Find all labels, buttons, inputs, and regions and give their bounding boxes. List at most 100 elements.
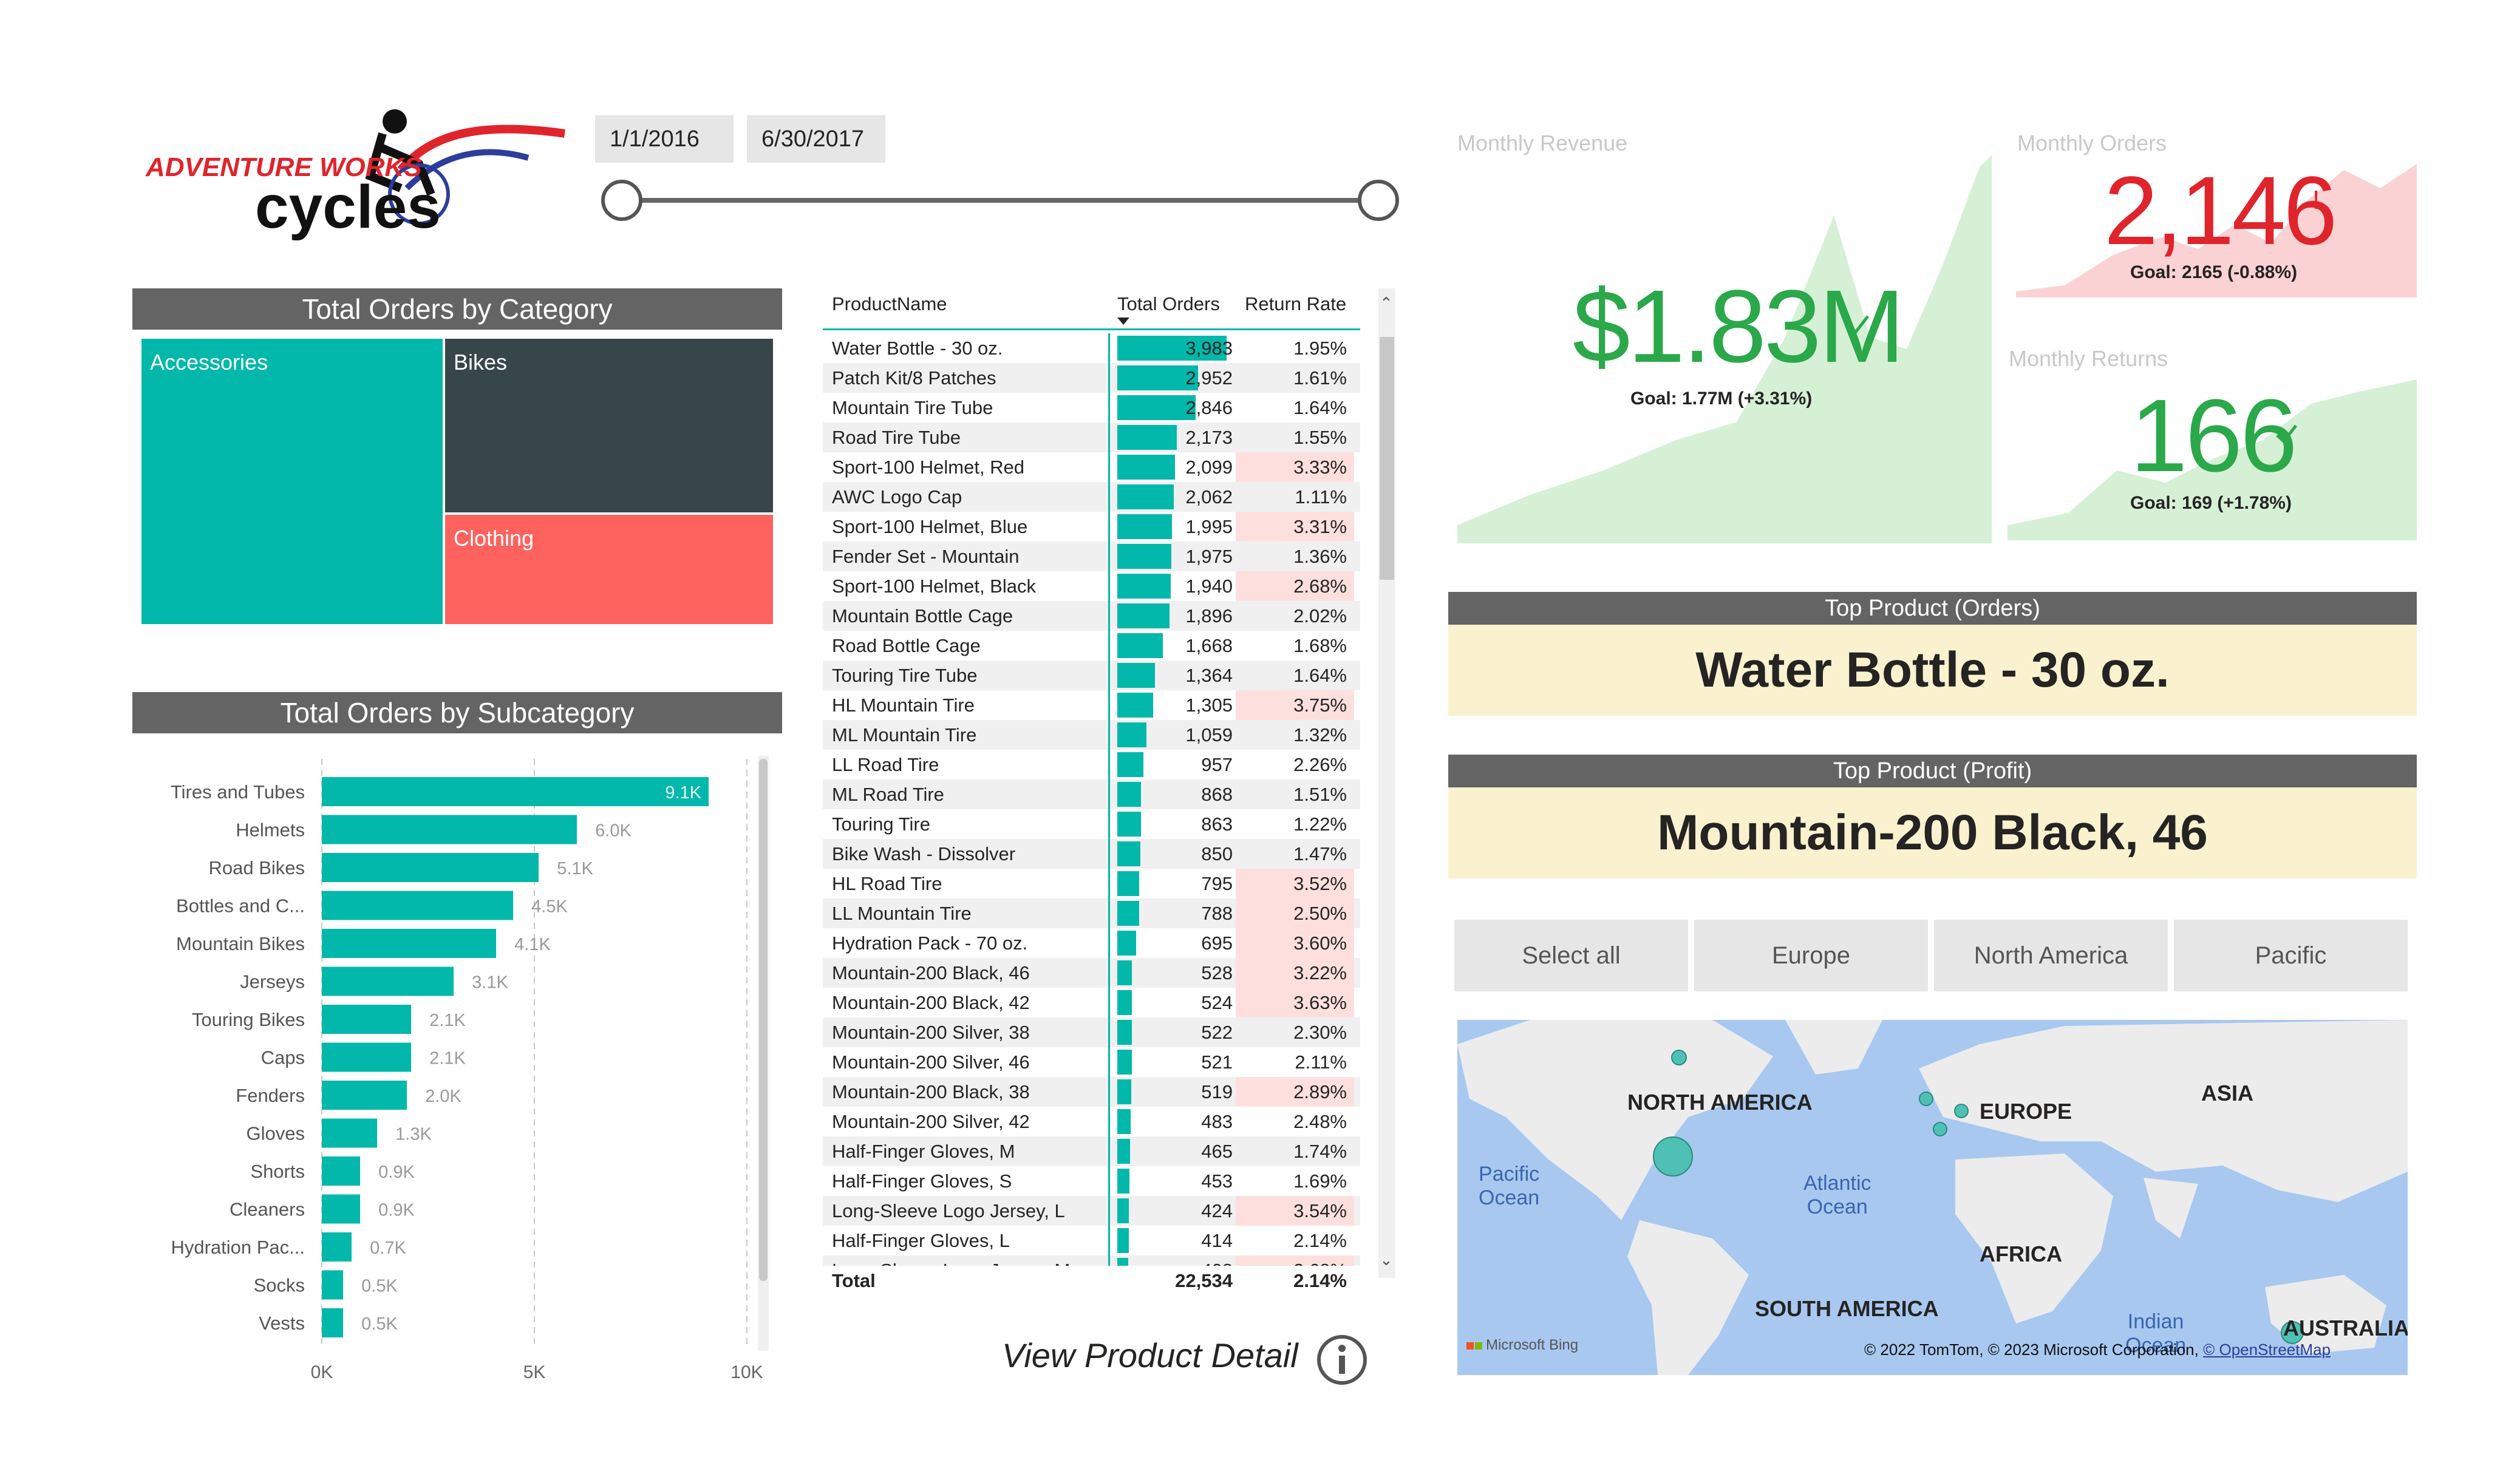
region-select-all-button[interactable]: Select all [1454, 920, 1688, 991]
category-label: Bottles and C... [176, 895, 305, 917]
map-bubble-canada[interactable] [1671, 1050, 1687, 1065]
table-header-total-orders[interactable]: Total Orders [1117, 293, 1220, 314]
table-row[interactable]: Sport-100 Helmet, Red 2,099 3.33% [823, 452, 1360, 482]
info-icon[interactable] [1315, 1333, 1369, 1387]
table-row[interactable]: Half-Finger Gloves, S 453 1.69% [823, 1166, 1360, 1196]
subcategory-bar[interactable] [322, 1232, 352, 1262]
orders-data-bar [1117, 395, 1196, 420]
date-slider-start-handle[interactable] [601, 180, 642, 221]
return-rate-cell: 3.31% [1236, 512, 1354, 542]
subcategory-bar[interactable] [322, 1005, 411, 1034]
subcategory-bar[interactable] [322, 1118, 377, 1148]
orders-data-bar [1117, 574, 1171, 599]
map-bubble-france[interactable] [1933, 1122, 1947, 1136]
table-header-return-rate[interactable]: Return Rate [1245, 293, 1347, 314]
table-row[interactable]: HL Mountain Tire 1,305 3.75% [823, 690, 1360, 720]
region-europe-button[interactable]: Europe [1694, 920, 1928, 991]
date-start-input[interactable]: 1/1/2016 [595, 115, 734, 163]
date-slider-end-handle[interactable] [1358, 180, 1399, 221]
scroll-down-icon[interactable]: ⌄ [1380, 1251, 1393, 1269]
top-product-orders-value: Water Bottle - 30 oz. [1448, 625, 2417, 716]
map-landmass [1457, 1020, 2408, 1375]
table-row[interactable]: ML Road Tire 868 1.51% [823, 779, 1360, 809]
map-attribution-text: © 2022 TomTom, © 2023 Microsoft Corporat… [1864, 1340, 2199, 1359]
table-row[interactable]: Water Bottle - 30 oz. 3,983 1.95% [823, 333, 1360, 363]
subcategory-bar[interactable] [322, 1270, 343, 1300]
table-row[interactable]: Long-Sleeve Logo Jersey, L 424 3.54% [823, 1196, 1360, 1226]
total-orders-cell: 2,846 [1185, 397, 1233, 418]
return-rate-cell: 2.11% [1295, 1051, 1347, 1073]
logo-wheel [388, 163, 450, 225]
treemap-tile-clothing[interactable]: Clothing [445, 515, 773, 624]
return-rate-cell: 1.22% [1293, 813, 1347, 835]
table-row[interactable]: Sport-100 Helmet, Black 1,940 2.68% [823, 571, 1360, 601]
map-bubble-germany[interactable] [1954, 1104, 1969, 1118]
category-label: Mountain Bikes [176, 933, 305, 954]
subcategory-bar[interactable] [322, 1194, 360, 1224]
table-scroll-thumb[interactable] [1380, 337, 1394, 580]
table-row[interactable]: Mountain-200 Black, 42 524 3.63% [823, 988, 1360, 1017]
table-row[interactable]: Mountain Bottle Cage 1,896 2.02% [823, 601, 1360, 631]
kpi-revenue-trend-area [1457, 155, 1992, 543]
subcategory-bar[interactable] [322, 966, 454, 996]
table-row[interactable]: Touring Tire 863 1.22% [823, 809, 1360, 839]
table-row[interactable]: LL Mountain Tire 788 2.50% [823, 898, 1360, 928]
table-row[interactable]: LL Road Tire 957 2.26% [823, 750, 1360, 779]
treemap-tile-bikes[interactable]: Bikes [445, 339, 773, 512]
kpi-revenue-check-icon [1848, 315, 1869, 335]
map-bubble-australia[interactable] [2281, 1321, 2304, 1344]
table-row[interactable]: AWC Logo Cap 2,062 1.11% [823, 482, 1360, 512]
view-product-detail-button[interactable]: View Product Detail [1002, 1336, 1298, 1374]
subcategory-bar[interactable] [322, 1042, 411, 1072]
subcategory-bar[interactable] [322, 853, 539, 882]
table-header-product-name[interactable]: ProductName [832, 293, 947, 314]
table-row[interactable]: Mountain-200 Black, 38 519 2.89% [823, 1077, 1360, 1107]
total-orders-cell: 483 [1201, 1111, 1233, 1132]
date-end-input[interactable]: 6/30/2017 [747, 115, 885, 163]
table-row[interactable]: Road Bottle Cage 1,668 1.68% [823, 631, 1360, 661]
table-row[interactable]: Half-Finger Gloves, L 414 2.14% [823, 1226, 1360, 1255]
subcategory-bar[interactable] [322, 1156, 360, 1186]
subcategory-bar[interactable] [322, 1308, 343, 1337]
date-range-slider-track[interactable] [625, 198, 1378, 203]
region-pacific-button[interactable]: Pacific [2174, 920, 2408, 991]
return-rate-cell: 3.22% [1236, 958, 1354, 988]
table-row[interactable]: Mountain-200 Silver, 38 522 2.30% [823, 1017, 1360, 1047]
subcategory-bar[interactable] [322, 891, 513, 920]
table-row[interactable]: Mountain-200 Silver, 46 521 2.11% [823, 1047, 1360, 1077]
map-provider-logo: Microsoft Bing [1466, 1337, 1578, 1354]
subcategory-scroll-thumb[interactable] [759, 759, 768, 1281]
map-attribution-link[interactable]: © OpenStreetMap [2203, 1340, 2331, 1359]
table-row[interactable]: Mountain-200 Silver, 42 483 2.48% [823, 1107, 1360, 1136]
subcategory-bar[interactable] [322, 1081, 407, 1110]
table-total-row: Total 22,534 2.14% [823, 1266, 1360, 1296]
table-row[interactable]: Bike Wash - Dissolver 850 1.47% [823, 839, 1360, 869]
subcategory-bar[interactable] [322, 929, 496, 958]
sales-map[interactable]: NORTH AMERICA EUROPE ASIA AFRICA SOUTH A… [1457, 1020, 2408, 1375]
table-row[interactable]: Road Tire Tube 2,173 1.55% [823, 423, 1360, 452]
product-name-cell: Mountain-200 Silver, 46 [832, 1051, 1030, 1073]
subcategory-bar[interactable] [322, 815, 577, 844]
map-bubble-uk[interactable] [1919, 1092, 1933, 1106]
map-bubble-usa[interactable] [1653, 1136, 1693, 1177]
table-row[interactable]: Hydration Pack - 70 oz. 695 3.60% [823, 928, 1360, 958]
total-orders-cell: 522 [1201, 1022, 1233, 1043]
table-row[interactable]: Sport-100 Helmet, Blue 1,995 3.31% [823, 512, 1360, 542]
table-row[interactable]: HL Road Tire 795 3.52% [823, 869, 1360, 898]
table-row[interactable]: Patch Kit/8 Patches 2,952 1.61% [823, 363, 1360, 393]
total-orders-cell: 1,896 [1185, 605, 1233, 627]
product-name-cell: Mountain-200 Silver, 42 [832, 1111, 1030, 1132]
region-north-america-button[interactable]: North America [1934, 920, 2168, 991]
table-row[interactable]: Half-Finger Gloves, M 465 1.74% [823, 1136, 1360, 1166]
table-row[interactable]: ML Mountain Tire 1,059 1.32% [823, 720, 1360, 750]
table-row[interactable]: Touring Tire Tube 1,364 1.64% [823, 661, 1360, 690]
table-row[interactable]: Fender Set - Mountain 1,975 1.36% [823, 542, 1360, 571]
return-rate-cell: 3.54% [1236, 1196, 1354, 1226]
bar-value-label: 0.5K [361, 1277, 398, 1296]
table-row[interactable]: Mountain Tire Tube 2,846 1.64% [823, 393, 1360, 423]
table-row[interactable]: Mountain-200 Black, 46 528 3.22% [823, 958, 1360, 988]
treemap-tile-accessories[interactable]: Accessories [141, 339, 443, 624]
subcategory-bar[interactable] [322, 777, 709, 806]
category-label: Vests [259, 1313, 305, 1334]
scroll-up-icon[interactable]: ⌃ [1380, 294, 1393, 312]
